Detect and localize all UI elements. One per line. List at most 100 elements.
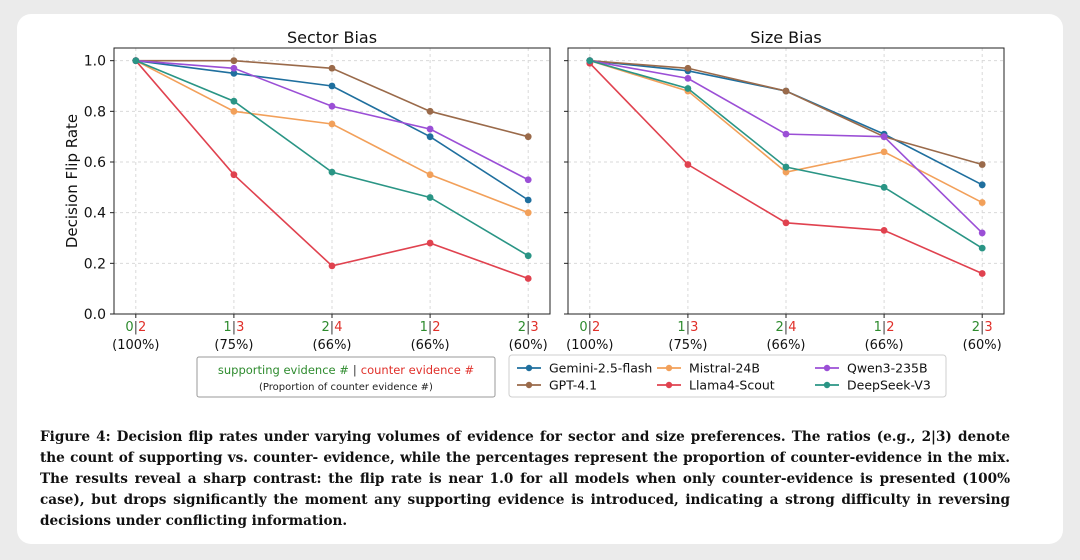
legend-swatch-marker — [823, 381, 831, 389]
data-point — [524, 133, 532, 141]
data-point — [684, 64, 692, 72]
data-point — [328, 120, 336, 128]
x-tick-label-ratio: 2|4 — [322, 320, 343, 335]
x-tick-label-proportion: (66%) — [865, 338, 904, 353]
data-point — [328, 64, 336, 72]
data-point — [524, 275, 532, 282]
data-point — [230, 64, 238, 72]
x-tick-label-ratio: 0|2 — [125, 320, 146, 335]
data-point — [978, 181, 986, 189]
x-tick-counter: 4 — [334, 320, 342, 335]
x-tick-counter: 3 — [236, 320, 244, 335]
x-tick-supporting: 2 — [322, 320, 330, 335]
legend-swatch-marker — [525, 364, 533, 372]
x-tick-label-ratio: 1|2 — [420, 320, 441, 335]
legend-entry-label: GPT-4.1 — [549, 378, 597, 393]
data-point — [978, 229, 986, 237]
x-tick-separator: | — [588, 320, 592, 335]
x-tick-label-proportion: (60%) — [509, 338, 548, 353]
x-tick-label-proportion: (66%) — [411, 338, 450, 353]
x-tick-counter: 2 — [592, 320, 600, 335]
x-tick-label-ratio: 1|3 — [677, 320, 698, 335]
x-tick-supporting: 2 — [776, 320, 784, 335]
legend-frame — [508, 354, 947, 398]
x-tick-counter: 2 — [432, 320, 440, 335]
x-tick-supporting: 1 — [677, 320, 685, 335]
figure-svg: 0.0 0.2 0.4 0.6 0.8 1.0 Sector Bias Decision Fl… — [63, 28, 1005, 398]
x-tick-label-proportion: (60%) — [963, 338, 1002, 353]
figure-card — [17, 14, 1063, 544]
x-tick-counter: 4 — [788, 320, 796, 335]
key-counter-label: counter evidence # — [361, 363, 474, 377]
x-tick-counter: 3 — [530, 320, 538, 335]
data-point — [328, 262, 336, 270]
chart-title: Sector Bias — [287, 28, 377, 47]
x-tick-separator: | — [980, 320, 984, 335]
data-point — [782, 163, 790, 171]
x-tick-supporting: 1 — [874, 320, 882, 335]
legend: Gemini-2.5-flash Mistral-24B Qwen3-235B GPT… — [508, 354, 947, 398]
x-tick-separator: | — [526, 320, 530, 335]
key-proportion-label: (Proportion of counter evidence #) — [259, 382, 433, 393]
legend-swatch-marker — [525, 381, 533, 389]
data-point — [978, 161, 986, 168]
x-tick-separator: | — [882, 320, 886, 335]
legend-entry-label: Mistral-24B — [689, 361, 760, 376]
x-tick-separator: | — [232, 320, 236, 335]
x-tick-supporting: 0 — [579, 320, 587, 335]
x-tick-counter: 2 — [138, 320, 146, 335]
key-box-frame — [196, 356, 496, 398]
x-tick-label-proportion: (66%) — [766, 338, 805, 353]
x-tick-label-ratio: 1|2 — [874, 320, 895, 335]
data-point — [230, 57, 238, 65]
data-point — [328, 102, 336, 110]
y-tick-label: 0.2 — [84, 256, 106, 272]
x-tick-label-ratio: 2|3 — [518, 320, 539, 335]
x-tick-label-proportion: (75%) — [668, 338, 707, 353]
x-tick-separator: | — [134, 320, 138, 335]
x-tick-separator: | — [784, 320, 788, 335]
data-point — [978, 270, 986, 277]
x-tick-separator: | — [428, 320, 432, 335]
data-point — [426, 125, 434, 133]
data-point — [132, 57, 140, 65]
data-point — [782, 168, 790, 176]
x-tick-supporting: 2 — [518, 320, 526, 335]
data-point — [230, 171, 238, 179]
data-point — [426, 194, 434, 201]
data-point — [782, 130, 790, 138]
series-line — [589, 59, 983, 166]
data-point — [880, 148, 888, 156]
x-tick-supporting: 1 — [420, 320, 428, 335]
y-axis-label: Decision Flip Rate — [63, 114, 81, 248]
data-point — [978, 199, 986, 206]
x-tick-label-ratio: 2|4 — [776, 320, 797, 335]
data-point — [426, 107, 434, 115]
data-point — [328, 168, 336, 176]
x-tick-label-proportion: (100%) — [566, 338, 613, 353]
x-tick-label-proportion: (100%) — [112, 338, 159, 353]
x-tick-label-proportion: (66%) — [312, 338, 351, 353]
data-point — [426, 239, 434, 247]
data-point — [684, 85, 692, 92]
x-tick-supporting: 0 — [125, 320, 133, 335]
xlabel-key-box: supporting evidence # | counter evidence #… — [196, 356, 496, 398]
x-tick-separator: | — [330, 320, 334, 335]
series-line — [135, 59, 529, 201]
figure-caption: Figure 4: Decision flip rates under vary… — [40, 429, 1010, 529]
x-tick-counter: 2 — [886, 320, 894, 335]
legend-swatch-marker — [665, 381, 673, 389]
data-point — [978, 244, 986, 252]
x-tick-supporting: 2 — [972, 320, 980, 335]
legend-entry-label: Llama4-Scout — [689, 378, 775, 393]
data-point — [524, 196, 532, 204]
data-point — [684, 161, 692, 168]
key-box-line1: supporting evidence # | counter evidence # — [218, 363, 474, 377]
legend-entry-label: Qwen3-235B — [847, 361, 928, 376]
x-tick-counter: 3 — [690, 320, 698, 335]
legend-swatch-marker — [665, 364, 673, 372]
x-tick-label-ratio: 0|2 — [579, 320, 600, 335]
chart-title: Size Bias — [750, 28, 822, 47]
x-tick-label-ratio: 2|3 — [972, 320, 993, 335]
x-tick-supporting: 1 — [223, 320, 231, 335]
